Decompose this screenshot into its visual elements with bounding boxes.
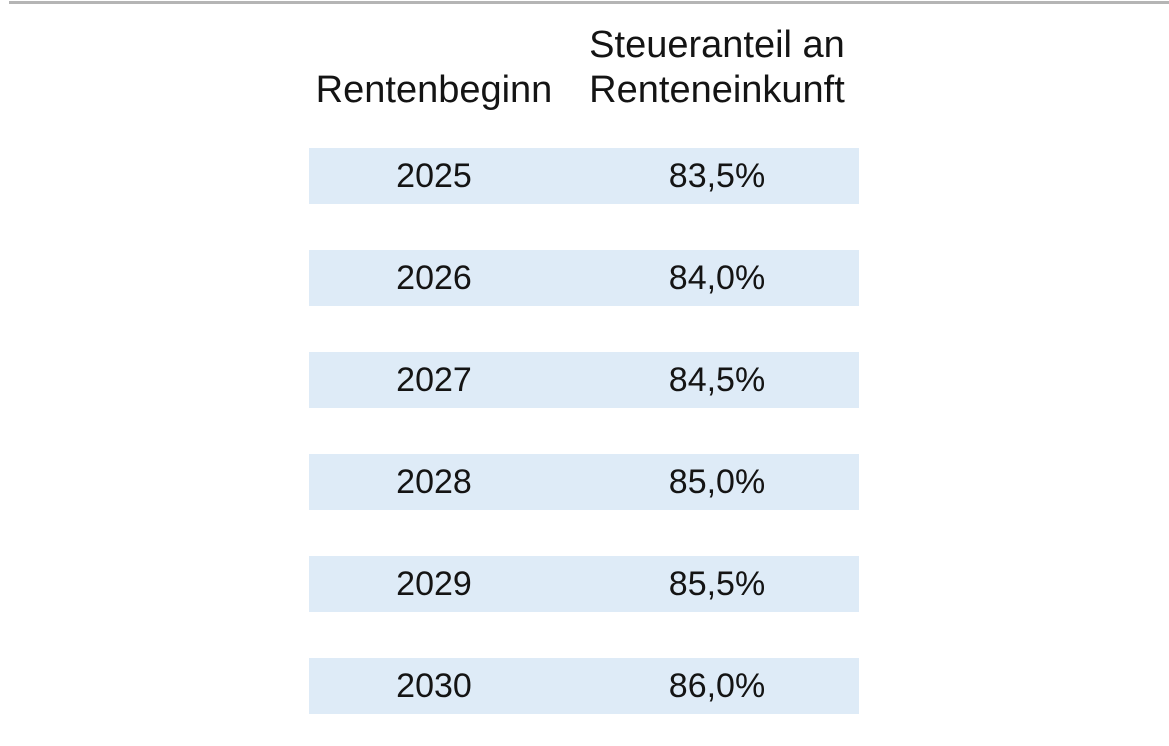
table-row: 2025 83,5%: [309, 148, 859, 204]
share-cell: 85,0%: [668, 463, 766, 501]
column-header-steueranteil: Steueranteil an Renteneinkunft: [589, 24, 845, 112]
year-cell: 2025: [396, 157, 472, 195]
share-cell: 86,0%: [668, 667, 766, 705]
year-cell: 2029: [396, 565, 472, 603]
top-divider-line: [9, 1, 1169, 4]
year-cell: 2026: [396, 259, 472, 297]
share-cell: 85,5%: [668, 565, 766, 603]
year-cell: 2030: [396, 667, 472, 705]
table-row: 2030 86,0%: [309, 658, 859, 714]
table-header-row: Rentenbeginn Steueranteil an Renteneinku…: [309, 14, 859, 115]
table-row: 2027 84,5%: [309, 352, 859, 408]
share-cell: 83,5%: [668, 157, 766, 195]
year-cell: 2028: [396, 463, 472, 501]
pension-tax-table: Rentenbeginn Steueranteil an Renteneinku…: [309, 14, 859, 714]
column-header-rentenbeginn: Rentenbeginn: [315, 69, 553, 112]
table-body: 2025 83,5% 2026 84,0% 2027 84,5% 2028 85…: [309, 148, 859, 714]
share-cell: 84,0%: [668, 259, 766, 297]
table-row: 2028 85,0%: [309, 454, 859, 510]
table-row: 2026 84,0%: [309, 250, 859, 306]
year-cell: 2027: [396, 361, 472, 399]
share-cell: 84,5%: [668, 361, 766, 399]
table-row: 2029 85,5%: [309, 556, 859, 612]
